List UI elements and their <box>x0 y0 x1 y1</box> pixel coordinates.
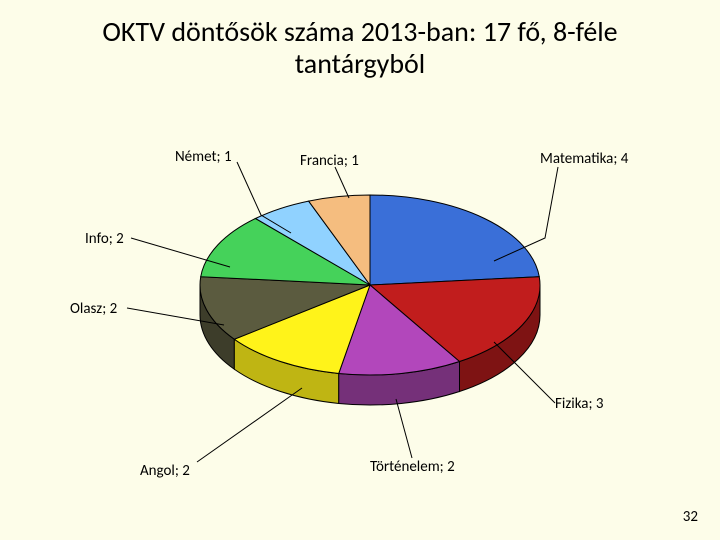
data-label-info: Info; 2 <box>85 230 124 248</box>
data-label-olasz: Olasz; 2 <box>70 300 117 318</box>
data-label-angol: Angol; 2 <box>140 462 190 480</box>
data-label-fizika: Fizika; 3 <box>555 395 603 413</box>
data-label-német: Német; 1 <box>175 148 232 166</box>
pie-slice-matematika <box>370 195 539 285</box>
data-label-történelem: Történelem; 2 <box>370 458 455 476</box>
slide: OKTV döntősök száma 2013-ban: 17 fő, 8-f… <box>0 0 720 540</box>
data-label-matematika: Matematika; 4 <box>540 150 628 168</box>
leader-line <box>396 399 412 458</box>
data-label-francia: Francia; 1 <box>300 152 359 170</box>
page-number: 32 <box>683 508 698 526</box>
pie-chart <box>0 0 720 540</box>
leader-line <box>197 388 302 462</box>
leader-line <box>335 167 349 198</box>
